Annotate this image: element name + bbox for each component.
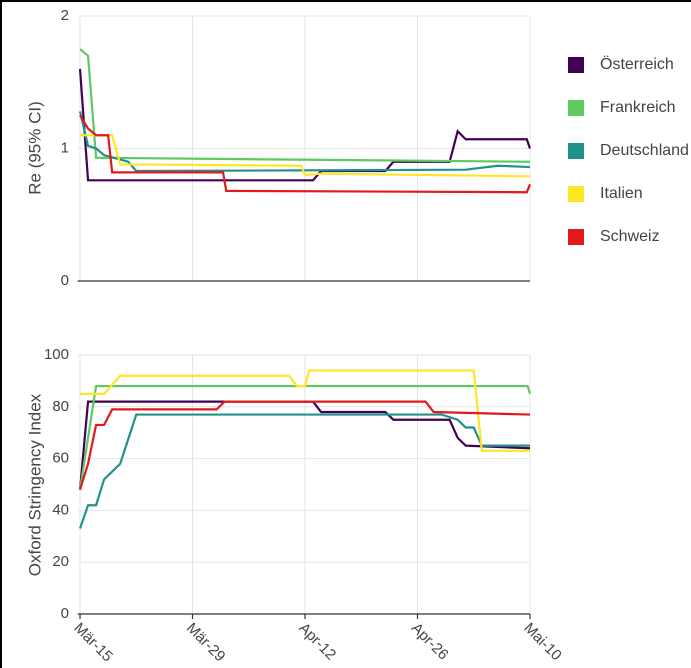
y-tick-label: 0 xyxy=(61,605,69,622)
series-line xyxy=(78,400,531,491)
legend-label: Deutschland xyxy=(600,142,689,159)
series-line xyxy=(80,134,531,178)
y-tick-label: 2 xyxy=(61,7,69,24)
y-tick-label: 0 xyxy=(61,272,69,289)
legend-label: Österreich xyxy=(600,55,674,73)
series-line xyxy=(78,413,530,529)
series-line xyxy=(78,111,531,173)
x-tick-label: Mär-29 xyxy=(183,620,229,666)
y-tick-label: 1 xyxy=(61,139,69,156)
y-tick-label: 60 xyxy=(52,450,69,467)
series-line xyxy=(78,384,532,490)
legend-swatch xyxy=(568,57,584,73)
series-line xyxy=(79,48,531,163)
y-tick-label: 20 xyxy=(52,553,69,570)
legend-swatch xyxy=(568,100,584,116)
y-axis-label: Re (95% CI) xyxy=(25,101,44,195)
legend-swatch xyxy=(568,186,584,202)
legend-label: Frankreich xyxy=(600,99,676,116)
x-tick-label: Mai-10 xyxy=(520,620,564,664)
legend-swatch xyxy=(568,143,584,159)
series-line xyxy=(78,68,532,182)
y-tick-label: 40 xyxy=(52,501,69,518)
x-tick-label: Apr-26 xyxy=(408,620,452,664)
y-axis-label: Oxford Stringency Index xyxy=(25,393,44,576)
x-tick-label: Mär-15 xyxy=(70,620,116,666)
y-tick-label: 80 xyxy=(52,398,69,415)
legend-swatch xyxy=(568,229,584,245)
legend-label: Schweiz xyxy=(600,228,660,245)
y-tick-label: 100 xyxy=(44,346,69,363)
series-line xyxy=(78,400,531,490)
series-line xyxy=(80,369,530,452)
legend-label: Italien xyxy=(600,185,643,202)
x-tick-label: Apr-12 xyxy=(295,620,339,664)
series-line xyxy=(79,114,532,194)
